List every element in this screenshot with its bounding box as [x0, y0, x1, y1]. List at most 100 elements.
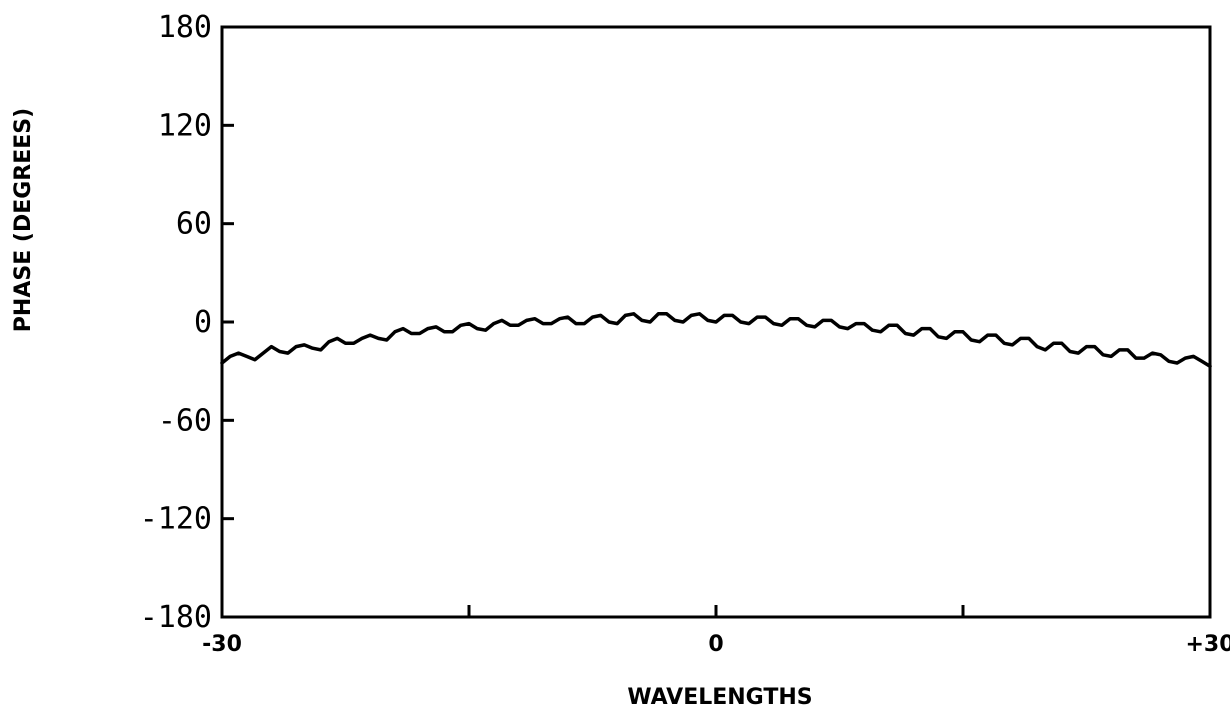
data-point — [304, 344, 305, 345]
data-point — [897, 325, 898, 326]
data-point — [617, 323, 618, 324]
data-point — [839, 326, 840, 327]
data-point — [559, 318, 560, 319]
data-point — [641, 320, 642, 321]
data-point — [913, 335, 914, 336]
data-point — [781, 325, 782, 326]
data-point — [1061, 343, 1062, 344]
data-point — [1168, 361, 1169, 362]
data-point — [1111, 356, 1112, 357]
data-point — [683, 321, 684, 322]
data-point — [987, 335, 988, 336]
data-point — [608, 321, 609, 322]
data-point — [822, 320, 823, 321]
data-point — [386, 339, 387, 340]
y-tick-label: 120 — [158, 108, 212, 143]
data-point — [419, 333, 420, 334]
data-point — [246, 356, 247, 357]
data-point — [592, 317, 593, 318]
data-point — [650, 321, 651, 322]
y-tick-label: -60 — [158, 403, 212, 438]
data-point — [1127, 349, 1128, 350]
data-point — [1193, 356, 1194, 357]
data-point — [1152, 353, 1153, 354]
data-point — [328, 341, 329, 342]
data-point — [888, 325, 889, 326]
data-point — [765, 317, 766, 318]
data-point — [436, 326, 437, 327]
data-point — [518, 325, 519, 326]
data-point — [1020, 338, 1021, 339]
data-point — [847, 328, 848, 329]
data-point — [954, 331, 955, 332]
data-point — [880, 331, 881, 332]
data-point — [995, 335, 996, 336]
data-point — [1086, 346, 1087, 347]
data-point — [691, 315, 692, 316]
data-point — [394, 331, 395, 332]
data-point — [938, 336, 939, 337]
data-point — [740, 321, 741, 322]
data-point — [477, 328, 478, 329]
data-point — [403, 328, 404, 329]
data-point — [337, 338, 338, 339]
data-point — [345, 343, 346, 344]
data-point — [526, 320, 527, 321]
data-point — [485, 330, 486, 331]
x-tick-label: 0 — [708, 632, 723, 657]
data-point — [1102, 354, 1103, 355]
data-point — [230, 356, 231, 357]
data-point — [510, 325, 511, 326]
data-point — [831, 320, 832, 321]
data-point — [666, 313, 667, 314]
data-point — [312, 348, 313, 349]
data-point — [221, 362, 222, 363]
data-point — [724, 315, 725, 316]
data-point — [1135, 358, 1136, 359]
data-point — [1053, 343, 1054, 344]
data-point — [567, 317, 568, 318]
data-point — [238, 353, 239, 354]
data-point — [798, 318, 799, 319]
data-point — [534, 318, 535, 319]
data-point — [296, 346, 297, 347]
data-point — [1094, 346, 1095, 347]
data-point — [444, 331, 445, 332]
data-point — [411, 333, 412, 334]
data-point — [921, 328, 922, 329]
data-point — [575, 323, 576, 324]
data-point — [427, 328, 428, 329]
data-point — [1177, 362, 1178, 363]
x-tick-label: -30 — [202, 632, 242, 657]
data-point — [790, 318, 791, 319]
data-point — [320, 349, 321, 350]
data-point — [674, 320, 675, 321]
data-point — [855, 323, 856, 324]
data-point — [1119, 349, 1120, 350]
y-tick-label: 0 — [194, 305, 212, 340]
data-point — [271, 346, 272, 347]
data-point — [1201, 361, 1202, 362]
data-point — [806, 325, 807, 326]
data-point — [732, 315, 733, 316]
data-point — [1045, 349, 1046, 350]
data-point — [1078, 353, 1079, 354]
data-point — [279, 351, 280, 352]
data-point — [460, 325, 461, 326]
data-point — [625, 315, 626, 316]
y-axis-label: PHASE (DEGREES) — [11, 108, 36, 332]
data-point — [254, 359, 255, 360]
data-point — [452, 331, 453, 332]
data-point — [361, 338, 362, 339]
data-point — [707, 320, 708, 321]
data-point — [757, 317, 758, 318]
y-tick-label: -120 — [140, 502, 212, 537]
data-point — [962, 331, 963, 332]
x-tick-label: +30 — [1185, 632, 1230, 657]
data-point — [748, 323, 749, 324]
y-tick-label: -180 — [140, 600, 212, 635]
data-point — [979, 341, 980, 342]
data-point — [1028, 338, 1029, 339]
data-point — [584, 323, 585, 324]
data-point — [773, 323, 774, 324]
